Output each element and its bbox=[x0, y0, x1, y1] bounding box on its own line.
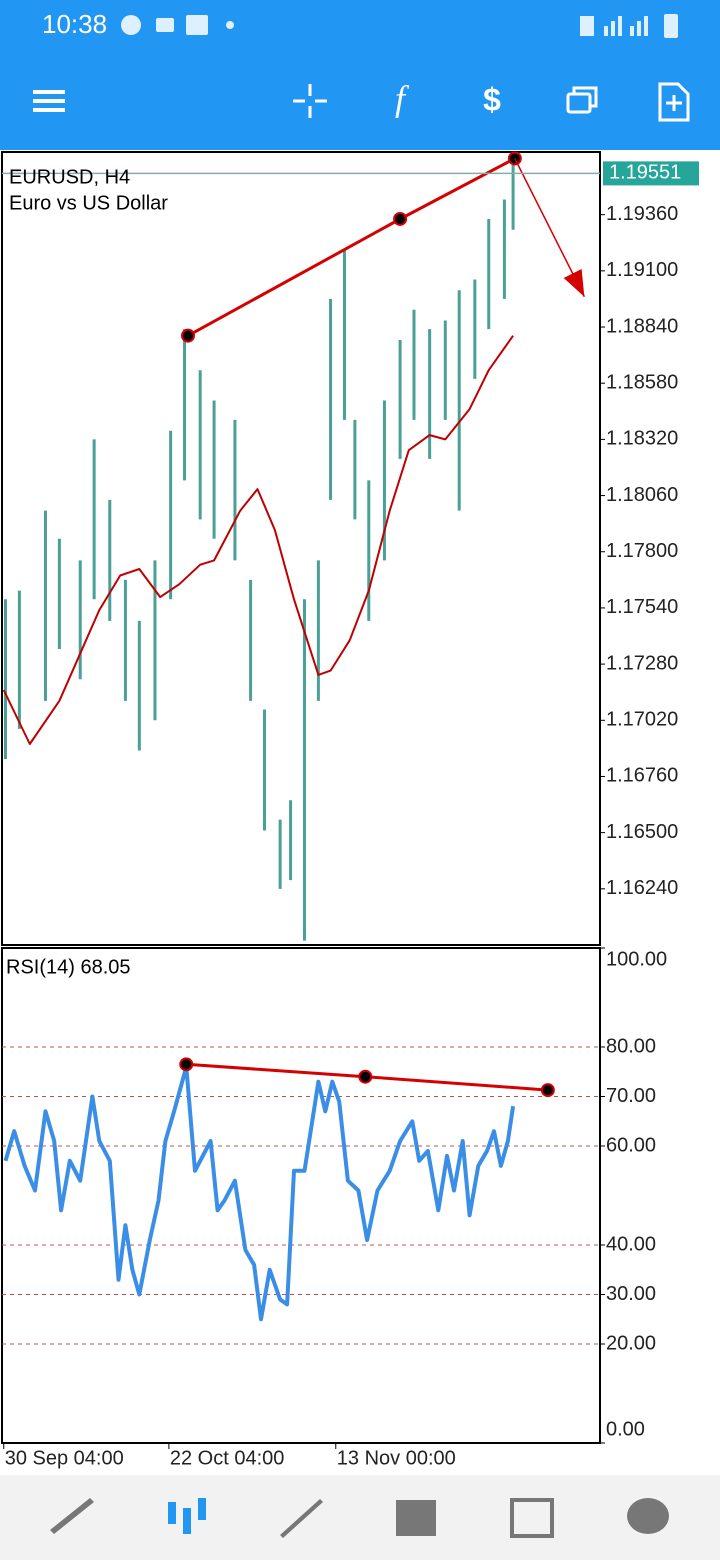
trendline bbox=[187, 157, 516, 338]
y-tick-label: 70.00 bbox=[606, 1085, 656, 1107]
y-tick-label: 60.00 bbox=[606, 1134, 656, 1156]
y-tick-label: 0.00 bbox=[606, 1418, 645, 1440]
current-price-box bbox=[603, 161, 699, 186]
y-tick-label: 1.17540 bbox=[606, 596, 678, 618]
y-tick-label: 40.00 bbox=[606, 1233, 656, 1255]
y-tick-label: 1.18840 bbox=[606, 315, 678, 337]
current-price-label: 1.19551 bbox=[609, 162, 681, 184]
y-tick-label: 1.18580 bbox=[606, 371, 678, 393]
chart-tab[interactable] bbox=[168, 1498, 206, 1534]
app-bar bbox=[0, 0, 720, 150]
y-tick-label: 1.17020 bbox=[606, 709, 678, 731]
menu-button[interactable] bbox=[33, 90, 65, 112]
y-tick-label: 1.16500 bbox=[606, 821, 678, 843]
y-tick-label: 1.17800 bbox=[606, 540, 678, 562]
y-tick-label: 1.19360 bbox=[606, 203, 678, 225]
rsi-line bbox=[3, 1064, 516, 1322]
messages-tab[interactable] bbox=[627, 1498, 669, 1534]
anchor-point bbox=[393, 211, 408, 226]
rsi-panel bbox=[1, 947, 601, 1444]
anchor-point bbox=[181, 328, 196, 343]
quotes-tab[interactable] bbox=[50, 1498, 94, 1534]
arrow-head bbox=[563, 269, 585, 297]
bottom-nav bbox=[0, 1475, 720, 1560]
anchor-point bbox=[540, 1083, 555, 1098]
news-tab[interactable] bbox=[510, 1498, 554, 1538]
anchor-point bbox=[179, 1057, 194, 1072]
y-tick-label: 1.16760 bbox=[606, 765, 678, 787]
y-tick-label: 1.16240 bbox=[606, 877, 678, 899]
windows-button[interactable] bbox=[566, 86, 598, 114]
bottom-nav-icons bbox=[50, 1498, 669, 1538]
moving-average bbox=[2, 335, 514, 745]
new-order-button[interactable] bbox=[658, 82, 690, 122]
y-tick-label: 100.00 bbox=[606, 948, 667, 970]
trade-button[interactable]: $ bbox=[483, 81, 501, 117]
y-tick-label: 1.19100 bbox=[606, 259, 678, 281]
y-tick-label: 1.18320 bbox=[606, 428, 678, 450]
price-panel bbox=[1, 151, 601, 946]
x-tick-label: 22 Oct 04:00 bbox=[170, 1447, 285, 1469]
history-tab[interactable] bbox=[396, 1500, 436, 1536]
trade-tab[interactable] bbox=[280, 1499, 323, 1538]
x-tick-label: 30 Sep 04:00 bbox=[5, 1447, 124, 1469]
crosshair-button[interactable] bbox=[293, 84, 327, 118]
chart-title: RSI(14) 68.05 bbox=[6, 956, 131, 978]
y-tick-label: 1.17280 bbox=[606, 652, 678, 674]
y-tick-label: 80.00 bbox=[606, 1035, 656, 1057]
status-time: 10:38 bbox=[42, 9, 107, 39]
chart-subtitle: Euro vs US Dollar bbox=[9, 192, 168, 214]
status-icons bbox=[121, 14, 678, 38]
y-tick-label: 30.00 bbox=[606, 1283, 656, 1305]
x-tick-label: 13 Nov 00:00 bbox=[337, 1447, 456, 1469]
chart-title: EURUSD, H4 bbox=[9, 166, 130, 188]
y-tick-label: 20.00 bbox=[606, 1332, 656, 1354]
anchor-point bbox=[358, 1069, 373, 1084]
y-tick-label: 1.18060 bbox=[606, 484, 678, 506]
